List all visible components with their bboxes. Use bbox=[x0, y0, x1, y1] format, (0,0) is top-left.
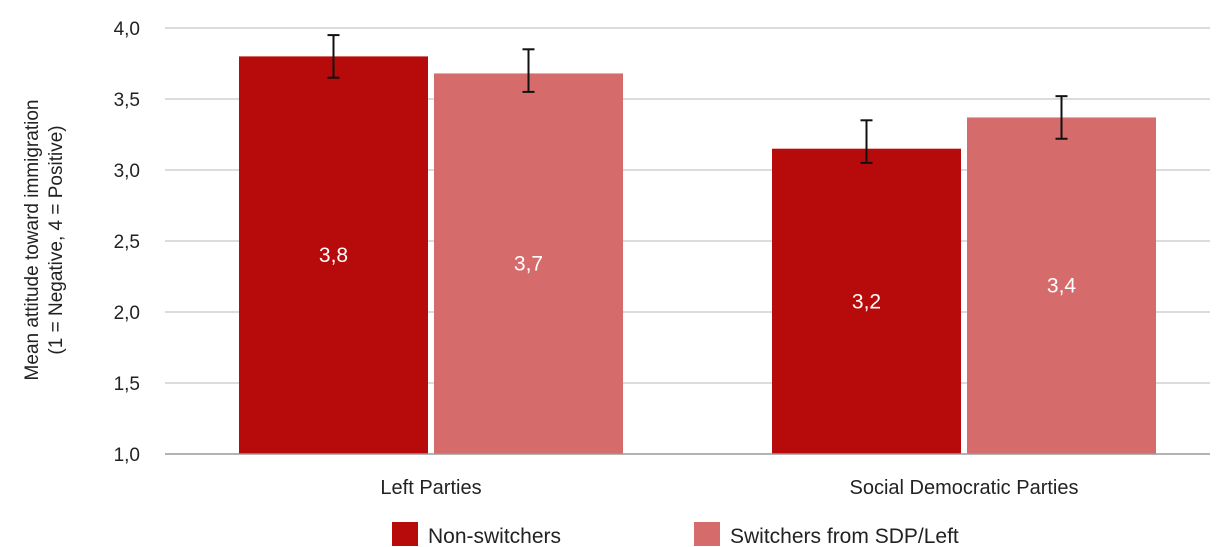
x-tick-label: Left Parties bbox=[380, 477, 481, 499]
bar bbox=[239, 56, 428, 455]
y-tick-label: 3,5 bbox=[114, 90, 140, 111]
y-axis-label-line-1: Mean attitude toward immigration bbox=[22, 100, 43, 381]
y-tick-label: 1,0 bbox=[114, 445, 140, 466]
y-axis-label-line-2: (1 = Negative, 4 = Positive) bbox=[46, 125, 67, 354]
legend-swatch-switchers bbox=[694, 522, 720, 546]
bar bbox=[772, 148, 961, 454]
bar bbox=[434, 73, 623, 454]
legend-label-non-switchers: Non-switchers bbox=[428, 525, 561, 547]
y-tick-label: 4,0 bbox=[114, 19, 140, 40]
x-axis: Left Parties Social Democratic Parties bbox=[165, 453, 1210, 499]
y-axis-ticks: 1,0 1,5 2,0 2,5 3,0 3,5 4,0 bbox=[114, 19, 140, 466]
error-bars bbox=[327, 34, 1068, 164]
data-label: 3,8 bbox=[319, 244, 348, 267]
legend: Non-switchers Switchers from SDP/Left bbox=[392, 522, 959, 547]
legend-swatch-non-switchers bbox=[392, 522, 418, 546]
x-tick-label: Social Democratic Parties bbox=[850, 477, 1079, 499]
bar bbox=[967, 117, 1156, 455]
bars bbox=[239, 56, 1156, 455]
y-tick-label: 2,5 bbox=[114, 232, 140, 253]
y-tick-label: 1,5 bbox=[114, 374, 140, 395]
data-label: 3,4 bbox=[1047, 275, 1077, 298]
y-tick-label: 2,0 bbox=[114, 303, 140, 324]
data-label: 3,2 bbox=[852, 290, 881, 313]
y-tick-label: 3,0 bbox=[114, 161, 140, 182]
y-axis-label: Mean attitude toward immigration (1 = Ne… bbox=[22, 100, 67, 381]
legend-label-switchers: Switchers from SDP/Left bbox=[730, 525, 959, 547]
data-label: 3,7 bbox=[514, 253, 543, 276]
data-labels: 3,8 3,7 3,2 3,4 bbox=[319, 244, 1077, 313]
